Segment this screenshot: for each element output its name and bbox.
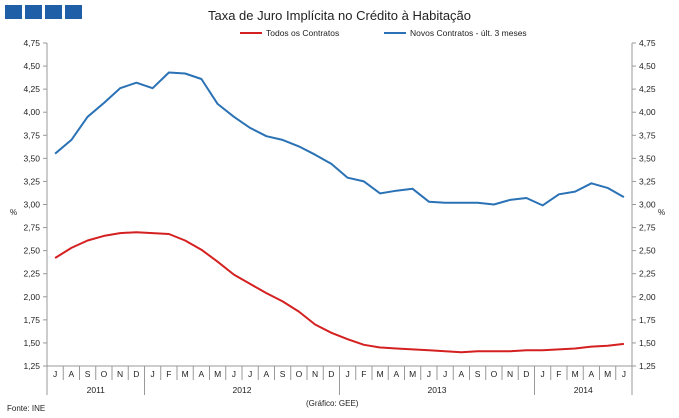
x-tick-label-month: M [572, 369, 579, 379]
x-tick-label-month: O [491, 369, 498, 379]
y-tick-label-right: 4,50 [639, 61, 656, 71]
x-tick-label-month: J [622, 369, 626, 379]
x-tick-label-month: J [232, 369, 236, 379]
y-tick-label-right: 1,75 [639, 315, 656, 325]
y-tick-label-left: 4,50 [23, 61, 40, 71]
logo-square [45, 5, 62, 19]
source-note: Fonte: INE [7, 404, 46, 413]
legend-swatch-blue [384, 32, 406, 34]
y-tick-label-right: 1,50 [639, 338, 656, 348]
x-tick-label-month: J [541, 369, 545, 379]
x-tick-label-month: A [459, 369, 465, 379]
y-tick-label-left: 3,25 [23, 176, 40, 186]
x-tick-label-month: M [604, 369, 611, 379]
x-tick-label-month: J [427, 369, 431, 379]
x-tick-label-month: O [101, 369, 108, 379]
y-tick-label-left: 2,00 [23, 292, 40, 302]
x-tick-label-month: D [523, 369, 529, 379]
y-tick-label-right: 2,75 [639, 223, 656, 233]
x-tick-label-month: J [151, 369, 155, 379]
y-tick-label-right: 1,25 [639, 361, 656, 371]
x-tick-label-month: J [248, 369, 252, 379]
x-tick-label-month: N [312, 369, 318, 379]
legend-item-todos: Todos os Contratos [240, 28, 339, 38]
x-tick-label-year: 2014 [574, 385, 593, 395]
x-tick-label-year: 2012 [233, 385, 252, 395]
x-tick-label-month: M [409, 369, 416, 379]
x-tick-label-month: N [117, 369, 123, 379]
chart-title: Taxa de Juro Implícita no Crédito à Habi… [207, 8, 472, 23]
y-tick-label-left: 2,50 [23, 246, 40, 256]
y-tick-label-left: 3,00 [23, 200, 40, 210]
y-tick-label-right: 2,50 [639, 246, 656, 256]
x-tick-label-month: S [475, 369, 481, 379]
x-tick-label-month: M [377, 369, 384, 379]
series-line-novos-contratos [54, 71, 625, 207]
y-tick-label-left: 4,75 [23, 38, 40, 48]
x-tick-label-month: J [346, 369, 350, 379]
y-tick-label-right: 3,50 [639, 153, 656, 163]
x-tick-label-year: 2013 [428, 385, 447, 395]
y-tick-label-right: 4,00 [639, 107, 656, 117]
y-axis-unit-left: % [10, 208, 17, 217]
logo-square [25, 5, 42, 19]
y-tick-label-right: 3,75 [639, 130, 656, 140]
brand-logo [5, 5, 82, 19]
y-tick-label-left: 4,25 [23, 84, 40, 94]
x-tick-label-month: A [589, 369, 595, 379]
y-tick-label-left: 4,00 [23, 107, 40, 117]
y-tick-label-left: 1,75 [23, 315, 40, 325]
legend-swatch-red [240, 32, 262, 34]
x-tick-label-month: M [214, 369, 221, 379]
y-tick-label-right: 2,00 [639, 292, 656, 302]
legend-label-novos: Novos Contratos - últ. 3 meses [410, 28, 527, 38]
x-tick-label-month: O [296, 369, 303, 379]
logo-square [65, 5, 82, 19]
y-tick-label-left: 3,50 [23, 153, 40, 163]
series-line-todos-contratos [54, 231, 625, 354]
y-axis-unit-right: % [658, 208, 665, 217]
y-tick-label-left: 2,75 [23, 223, 40, 233]
x-tick-label-month: F [556, 369, 561, 379]
x-tick-label-month: J [53, 369, 57, 379]
y-tick-label-left: 1,25 [23, 361, 40, 371]
y-tick-label-right: 3,00 [639, 200, 656, 210]
x-tick-label-year: 2011 [87, 385, 106, 395]
x-tick-label-month: S [280, 369, 286, 379]
y-tick-label-left: 2,25 [23, 269, 40, 279]
x-tick-label-month: F [166, 369, 171, 379]
x-tick-label-month: A [199, 369, 205, 379]
x-tick-label-month: J [443, 369, 447, 379]
y-tick-label-right: 3,25 [639, 176, 656, 186]
x-tick-label-month: M [182, 369, 189, 379]
x-tick-label-month: A [394, 369, 400, 379]
x-tick-label-month: F [361, 369, 366, 379]
x-tick-label-month: D [133, 369, 139, 379]
x-tick-label-month: N [507, 369, 513, 379]
x-tick-label-month: A [69, 369, 75, 379]
logo-square [5, 5, 22, 19]
x-tick-label-month: A [264, 369, 270, 379]
legend-label-todos: Todos os Contratos [266, 28, 340, 38]
y-tick-label-left: 3,75 [23, 130, 40, 140]
x-tick-label-month: S [85, 369, 91, 379]
y-tick-label-right: 4,75 [639, 38, 656, 48]
y-tick-label-left: 1,50 [23, 338, 40, 348]
x-tick-label-month: D [328, 369, 334, 379]
y-tick-label-right: 4,25 [639, 84, 656, 94]
chart-legend: Todos os Contratos Novos Contratos - últ… [0, 28, 679, 42]
legend-item-novos: Novos Contratos - últ. 3 meses [384, 28, 527, 38]
y-tick-label-right: 2,25 [639, 269, 656, 279]
chart-credit: (Gráfico: GEE) [306, 399, 359, 408]
